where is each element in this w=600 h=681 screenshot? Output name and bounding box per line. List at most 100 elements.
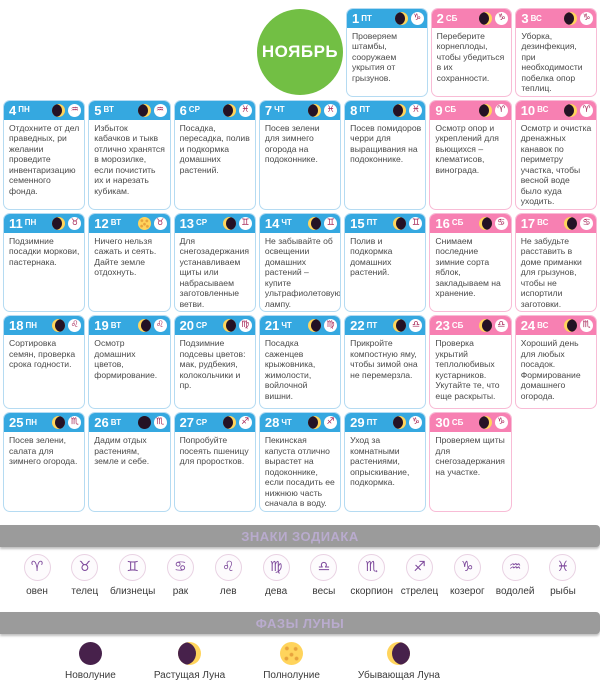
day-advice-text: Подзимние подсевы цветов: мак, рудбекия,… bbox=[179, 338, 246, 391]
waxing-moon-icon bbox=[393, 103, 407, 117]
day-card-1: 1 ПТ ♑ Проверяем штамбы, сооружаем укрыт… bbox=[346, 8, 428, 97]
zodiac-icon-scorpio: ♏ bbox=[68, 416, 82, 430]
zodiac-icon-рыбы: ♓ bbox=[549, 553, 577, 581]
zodiac-icon-водолей: ♒ bbox=[501, 553, 529, 581]
day-card-14: 14 ЧТ ♊ Не забывайте об освещении домашн… bbox=[258, 212, 342, 313]
zodiac-name-label: рак bbox=[172, 585, 189, 597]
weekday-label: СР bbox=[188, 105, 200, 115]
waning-moon-icon bbox=[478, 216, 492, 230]
weekday-label: ВТ bbox=[110, 218, 122, 228]
zodiac-legend-item: ♈ овен bbox=[14, 553, 60, 597]
day-card-header: 18 ПН ♌ bbox=[4, 316, 85, 336]
weekday-label: ПН bbox=[25, 417, 37, 427]
zodiac-icon-gemini: ♊ bbox=[409, 216, 423, 230]
day-advice-text: Прикройте компостную яму, чтобы зимой он… bbox=[350, 338, 418, 380]
weekday-label: ПН bbox=[24, 218, 37, 228]
day-number: 9 bbox=[435, 102, 443, 118]
day-card-header: 11 ПН ♉ bbox=[4, 213, 85, 233]
zodiac-legend-item: ♎ весы bbox=[301, 553, 347, 597]
moon-phase-legend-item: Растущая Луна bbox=[154, 641, 225, 681]
waning-moon-icon bbox=[52, 416, 66, 430]
day-card-header: 15 ПТ ♊ bbox=[345, 213, 426, 233]
zodiac-icon-дева: ♍ bbox=[262, 553, 290, 581]
day-card-header: 13 СР ♊ bbox=[174, 213, 255, 233]
day-card-30: 30 СБ ♑ Проверяем щиты для снегозадержан… bbox=[429, 412, 512, 512]
waning-moon-icon bbox=[393, 216, 407, 230]
day-number: 4 bbox=[9, 102, 17, 118]
day-advice-text: Не забывайте об освещении домашних расте… bbox=[264, 235, 341, 309]
day-card-3: 3 ВС ♑ Уборка, дезинфекция, при необходи… bbox=[515, 8, 597, 97]
zodiac-legend-item: ♐ стрелец bbox=[397, 553, 443, 597]
waning-moon-icon bbox=[222, 319, 236, 333]
zodiac-name-label: лев bbox=[219, 585, 237, 597]
day-card-header: 29 ПТ ♑ bbox=[345, 413, 426, 433]
day-advice-text: Снимаем последние зимние сорта яблок, за… bbox=[435, 235, 501, 299]
weekday-label: ПН bbox=[18, 105, 30, 115]
zodiac-icon-cancer: ♋ bbox=[494, 216, 508, 230]
day-advice-text: Переберите корнеплоды, чтобы убедиться в… bbox=[436, 31, 505, 83]
day-card-20: 20 СР ♍ Подзимние подсевы цветов: мак, р… bbox=[173, 315, 256, 410]
zodiac-icon-virgo: ♍ bbox=[238, 319, 252, 333]
day-card-header: 1 ПТ ♑ bbox=[347, 9, 427, 28]
waxing-moon-icon bbox=[222, 416, 236, 430]
zodiac-icon-овен: ♈ bbox=[23, 553, 51, 581]
full-moon-icon bbox=[137, 216, 151, 230]
day-card-27: 27 СР ♐ Попробуйте посеять пшеницу для п… bbox=[173, 412, 256, 512]
weekday-label: ПТ bbox=[361, 13, 372, 23]
zodiac-legend-item: ♍ дева bbox=[253, 553, 299, 597]
day-advice-text: Осмотр опор и укреплений для вьющихся – … bbox=[435, 122, 499, 175]
zodiac-name-label: козерог bbox=[449, 585, 485, 597]
day-advice-text: Уход за комнатными растениями, опрыскива… bbox=[350, 435, 410, 488]
waning-moon-icon bbox=[137, 319, 151, 333]
zodiac-icon-capricorn: ♑ bbox=[579, 12, 593, 25]
zodiac-icon-gemini: ♊ bbox=[238, 216, 252, 230]
day-number: 1 bbox=[352, 11, 360, 26]
zodiac-name-label: весы bbox=[312, 585, 336, 597]
moon-phase-name-label: Убывающая Луна bbox=[357, 669, 440, 681]
day-card-12: 12 ВТ ♉ Ничего нельзя сажать и сеять. Да… bbox=[88, 212, 171, 313]
weekday-label: ВС bbox=[537, 320, 549, 330]
day-card-header: 5 ВТ ♒ bbox=[89, 100, 170, 120]
day-card-header: 3 ВС ♑ bbox=[516, 9, 596, 28]
waning-moon-icon bbox=[478, 319, 492, 333]
day-number: 30 bbox=[435, 415, 450, 431]
day-card-10: 10 ВС ♈ Осмотр и очистка дренажных канав… bbox=[514, 99, 597, 210]
day-number: 26 bbox=[94, 415, 109, 431]
zodiac-icon-pisces: ♓ bbox=[324, 103, 338, 117]
day-number: 8 bbox=[350, 102, 358, 118]
day-card-6: 6 СР ♓ Посадка, пересадка, полив и подко… bbox=[173, 99, 256, 210]
zodiac-name-label: стрелец bbox=[400, 585, 439, 597]
weekday-label: СБ bbox=[451, 417, 464, 427]
weekday-label: ПТ bbox=[366, 320, 378, 330]
day-number: 28 bbox=[264, 415, 280, 431]
day-advice-text: Осмотр домашних цветов, формирование. bbox=[94, 338, 158, 380]
waning-moon-icon bbox=[387, 641, 411, 665]
day-card-header: 7 ЧТ ♓ bbox=[259, 100, 341, 120]
day-card-header: 17 ВС ♋ bbox=[515, 213, 596, 233]
zodiac-icon-scorpio: ♏ bbox=[579, 319, 593, 333]
calendar-row-2: 4 ПН ♒ Отдохните от дел праведных, ри же… bbox=[3, 99, 597, 210]
zodiac-icon-стрелец: ♐ bbox=[406, 553, 433, 581]
zodiac-legend-item: ♊ близнецы bbox=[109, 553, 156, 597]
day-number: 20 bbox=[179, 318, 195, 334]
day-card-8: 8 ПТ ♓ Посев помидоров черри для выращив… bbox=[344, 99, 427, 210]
day-card-header: 24 ВС ♏ bbox=[515, 316, 596, 336]
zodiac-name-label: близнецы bbox=[109, 585, 156, 597]
weekday-label: ПН bbox=[25, 320, 37, 330]
zodiac-legend-row: ♈ овен ♉ телец ♊ близнецы ♋ рак ♌ лев ♍ … bbox=[0, 547, 600, 599]
zodiac-icon-cancer: ♋ bbox=[579, 216, 593, 230]
day-card-13: 13 СР ♊ Для снегозадержания устанавливае… bbox=[173, 212, 256, 313]
day-card-header: 16 СБ ♋ bbox=[430, 213, 511, 233]
day-number: 13 bbox=[179, 215, 195, 231]
day-advice-text: Посадка, пересадка, полив и подкормка до… bbox=[179, 122, 250, 175]
moon-phase-legend-item: Убывающая Луна bbox=[357, 641, 440, 681]
day-card-21: 21 ЧТ ♍ Посадка саженцев крыжовника, жим… bbox=[258, 315, 342, 410]
day-number: 5 bbox=[94, 102, 102, 118]
weekday-label: ВС bbox=[537, 105, 549, 115]
day-card-header: 12 ВТ ♉ bbox=[89, 213, 170, 233]
zodiac-icon-taurus: ♉ bbox=[68, 216, 82, 230]
day-card-header: 28 ЧТ ♐ bbox=[259, 413, 341, 433]
waning-moon-icon bbox=[563, 216, 577, 230]
weekday-label: СБ bbox=[444, 105, 457, 115]
day-card-23: 23 СБ ♎ Проверка укрытий теплолюбивых ку… bbox=[429, 315, 512, 410]
